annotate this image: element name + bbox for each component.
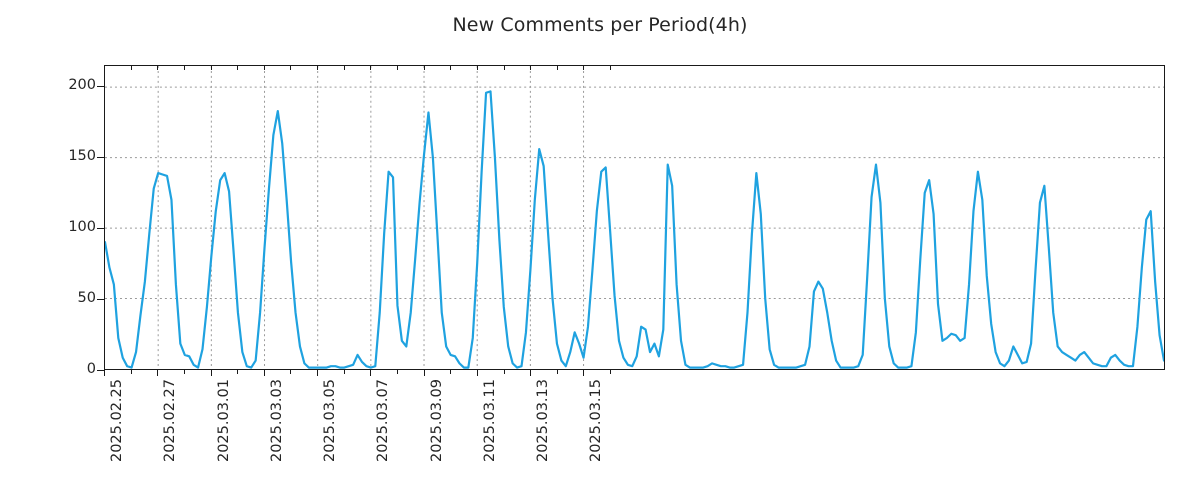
y-tick-label: 200 xyxy=(68,77,96,94)
x-tick-mark xyxy=(264,370,265,376)
x-top-tick-mark xyxy=(131,65,132,70)
x-minor-tick-mark xyxy=(290,370,291,374)
x-top-tick-mark xyxy=(344,65,345,70)
y-tick-mark xyxy=(97,370,104,371)
x-top-tick-mark xyxy=(211,65,212,70)
x-top-tick-mark xyxy=(104,65,105,70)
x-top-tick-mark xyxy=(370,65,371,70)
x-tick-label: 2025.03.11 xyxy=(481,379,498,463)
x-top-tick-mark xyxy=(264,65,265,70)
x-top-tick-mark xyxy=(557,65,558,70)
x-tick-mark xyxy=(317,370,318,376)
y-tick-label: 0 xyxy=(86,361,96,377)
x-tick-mark xyxy=(211,370,212,376)
x-top-tick-mark xyxy=(424,65,425,70)
x-minor-tick-mark xyxy=(184,370,185,374)
x-top-tick-mark xyxy=(610,65,611,70)
x-minor-tick-mark xyxy=(131,370,132,374)
y-tick-label: 150 xyxy=(68,148,96,165)
x-top-tick-mark xyxy=(317,65,318,70)
x-minor-tick-mark xyxy=(397,370,398,374)
x-top-tick-mark xyxy=(237,65,238,70)
x-tick-label: 2025.03.13 xyxy=(535,379,552,463)
x-top-tick-mark xyxy=(583,65,584,70)
x-tick-label: 2025.02.25 xyxy=(109,379,125,463)
y-tick-mark xyxy=(97,228,104,229)
x-top-tick-mark xyxy=(477,65,478,70)
x-top-tick-mark xyxy=(157,65,158,70)
x-tick-mark xyxy=(530,370,531,376)
x-tick-label: 2025.03.15 xyxy=(588,379,605,463)
x-top-tick-mark xyxy=(530,65,531,70)
x-tick-mark xyxy=(424,370,425,376)
x-top-tick-mark xyxy=(184,65,185,70)
x-minor-tick-mark xyxy=(344,370,345,374)
x-top-tick-mark xyxy=(504,65,505,70)
x-tick-label: 2025.03.09 xyxy=(428,379,445,463)
x-tick-label: 2025.03.03 xyxy=(268,379,285,463)
x-minor-tick-mark xyxy=(237,370,238,374)
y-axis-tick-labels: 0 50 100 150 200 xyxy=(0,0,96,500)
x-tick-mark xyxy=(104,370,105,376)
plot-area xyxy=(104,65,1165,370)
grid-lines xyxy=(105,66,1164,369)
x-minor-tick-mark xyxy=(610,370,611,374)
x-tick-label: 2025.03.07 xyxy=(375,379,392,463)
x-minor-tick-mark xyxy=(450,370,451,374)
x-top-tick-mark xyxy=(397,65,398,70)
series-line-new-comments xyxy=(105,66,1164,369)
x-minor-tick-mark xyxy=(504,370,505,374)
x-top-tick-mark xyxy=(450,65,451,70)
y-tick-mark xyxy=(97,157,104,158)
x-tick-mark xyxy=(583,370,584,376)
y-tick-label: 50 xyxy=(77,290,96,307)
x-tick-mark xyxy=(370,370,371,376)
y-tick-mark xyxy=(97,299,104,300)
x-tick-mark xyxy=(477,370,478,376)
y-tick-mark xyxy=(97,86,104,87)
x-tick-label: 2025.03.01 xyxy=(215,379,232,463)
chart-title: New Comments per Period(4h) xyxy=(452,14,748,36)
x-tick-label: 2025.03.05 xyxy=(322,379,339,463)
x-tick-label: 2025.02.27 xyxy=(162,379,179,463)
x-top-tick-mark xyxy=(290,65,291,70)
x-minor-tick-mark xyxy=(557,370,558,374)
y-tick-label: 100 xyxy=(68,219,96,236)
x-tick-mark xyxy=(157,370,158,376)
